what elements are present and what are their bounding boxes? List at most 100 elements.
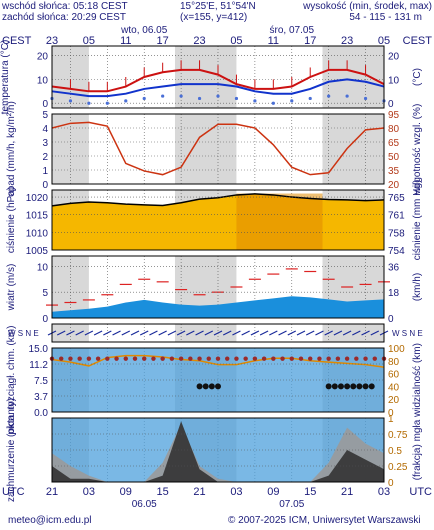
bottom-hour-label: 03 [230,486,242,498]
temp-ylabel-left: temperatura (°C) [0,40,11,115]
bottom-hour-label: 09 [120,486,132,498]
cloud-tick-left: 0.0 [34,408,48,419]
bottom-hour-label: 21 [341,486,353,498]
dewpoint-line [51,78,385,98]
cloudcover-ylabel-left: zachmurzenie (oktanty) [6,398,17,502]
wind-direction-arrow [176,330,186,336]
cloud-tick-left: 15.0 [29,344,49,355]
pressure-tick-left: 1005 [26,246,49,257]
bottom-hour-label: 03 [378,486,390,498]
wind-direction-arrow [103,330,112,336]
cloud-top-point [77,356,82,361]
top-hour-label: 23 [341,35,353,47]
temp-min-point [161,94,165,98]
temp-min-point [197,96,202,101]
panel-border [51,189,385,251]
cloud-dark-point [356,383,363,390]
pressure-tick-right: 761 [388,211,405,222]
cloud-tick-left: 7.5 [34,376,48,387]
cloud-top-point [234,356,239,361]
wind-direction-arrow [342,330,352,336]
grid-coords-text: (x=155, y=412) [180,12,248,23]
top-date-label: śro, 07.05 [270,25,315,36]
elevation-values: 54 - 115 - 131 m [349,12,422,23]
cloud-top-point [308,356,313,361]
contact-email[interactable]: meteo@icm.edu.pl [8,515,92,526]
precip-tick-left: 2 [42,152,48,163]
night-band [174,114,237,184]
cloud-top-point [188,356,193,361]
bottom-hour-label: 15 [304,486,316,498]
bottom-hour-label: 03 [83,486,95,498]
panel-border [51,417,385,483]
wind-direction-arrow [186,330,195,336]
visibility-tick-right: 20 [388,395,400,406]
cloud-dark-point [208,383,215,390]
wind-direction-arrow [305,330,315,336]
wind-direction-arrow [232,330,241,336]
pressure-area-dark [236,193,323,250]
wind-direction-arrow [213,330,223,336]
precip-tick-left: 5 [42,110,48,121]
wind-direction-arrow [250,330,260,336]
panel-border [51,255,385,319]
temp-min-point [363,96,368,101]
top-hour-label: 17 [157,35,169,47]
wind-direction-arrow [315,330,324,336]
temperature-line [51,68,385,93]
tz-right-bottom: UTC [409,486,432,498]
tz-left-bottom: UTC [2,486,25,498]
temp-min-point [234,96,239,101]
cloud-top-point [197,356,202,361]
cloud-top-point [132,356,138,361]
wind-direction-arrow [370,330,380,336]
humidity-tick-right: 35 [388,166,400,177]
cloud-dark-point [350,383,357,390]
temp-min-point [271,101,275,105]
visibility-tick-right: 80 [388,357,400,368]
cloud-top-point [105,356,110,361]
cloud-top-point [363,356,368,361]
precip-tick-left: 1 [42,166,48,177]
bottom-date-label: 06.05 [132,499,157,510]
cloud-tick-left: 3.7 [34,392,48,403]
cloud-top-point [317,356,322,361]
night-band [322,46,384,108]
night-band [322,114,384,184]
cloud-top-point [206,356,211,361]
temp-min-point [124,99,128,103]
wind-direction-arrow [296,330,306,336]
top-hour-label: 11 [268,35,279,47]
wind-direction-arrow [158,330,167,336]
wind-direction-arrow [195,330,204,336]
wind-direction-arrow [121,330,131,336]
wind-direction-arrow [259,330,269,336]
cloud-dark-point [215,383,221,390]
wind-direction-arrow [139,330,149,336]
wind-tick-right: 0 [388,314,394,325]
bottom-hour-label: 09 [267,486,279,498]
cloud-top-point [95,356,101,361]
top-hour-label: 11 [120,35,131,47]
visibility-tick-right: 100 [388,344,405,355]
sunrise-text: wschód słońca: 05:18 CEST [2,1,128,12]
cloud-top-point [344,356,350,361]
cloud-top-point [354,356,359,361]
cloud-top-point [298,356,304,361]
wind-tick-right: 18 [388,288,400,299]
temp-min-point [179,94,183,98]
cloud-top-point [335,356,341,361]
humidity-tick-right: 80 [388,124,400,135]
temp-tick-left: 0 [42,99,48,110]
cloud-dark-point [337,383,344,390]
tz-left-top: CEST [2,35,32,47]
temp-min-point [216,94,220,98]
cloud-top-point [271,356,276,361]
wind-direction-arrow [352,330,361,336]
temp-min-point [87,101,91,105]
wind-direction-arrow [324,330,333,336]
panel-border [51,347,385,413]
cloud-top-point [142,356,147,361]
bottom-date-label: 07.05 [279,499,304,510]
night-band [322,324,384,342]
